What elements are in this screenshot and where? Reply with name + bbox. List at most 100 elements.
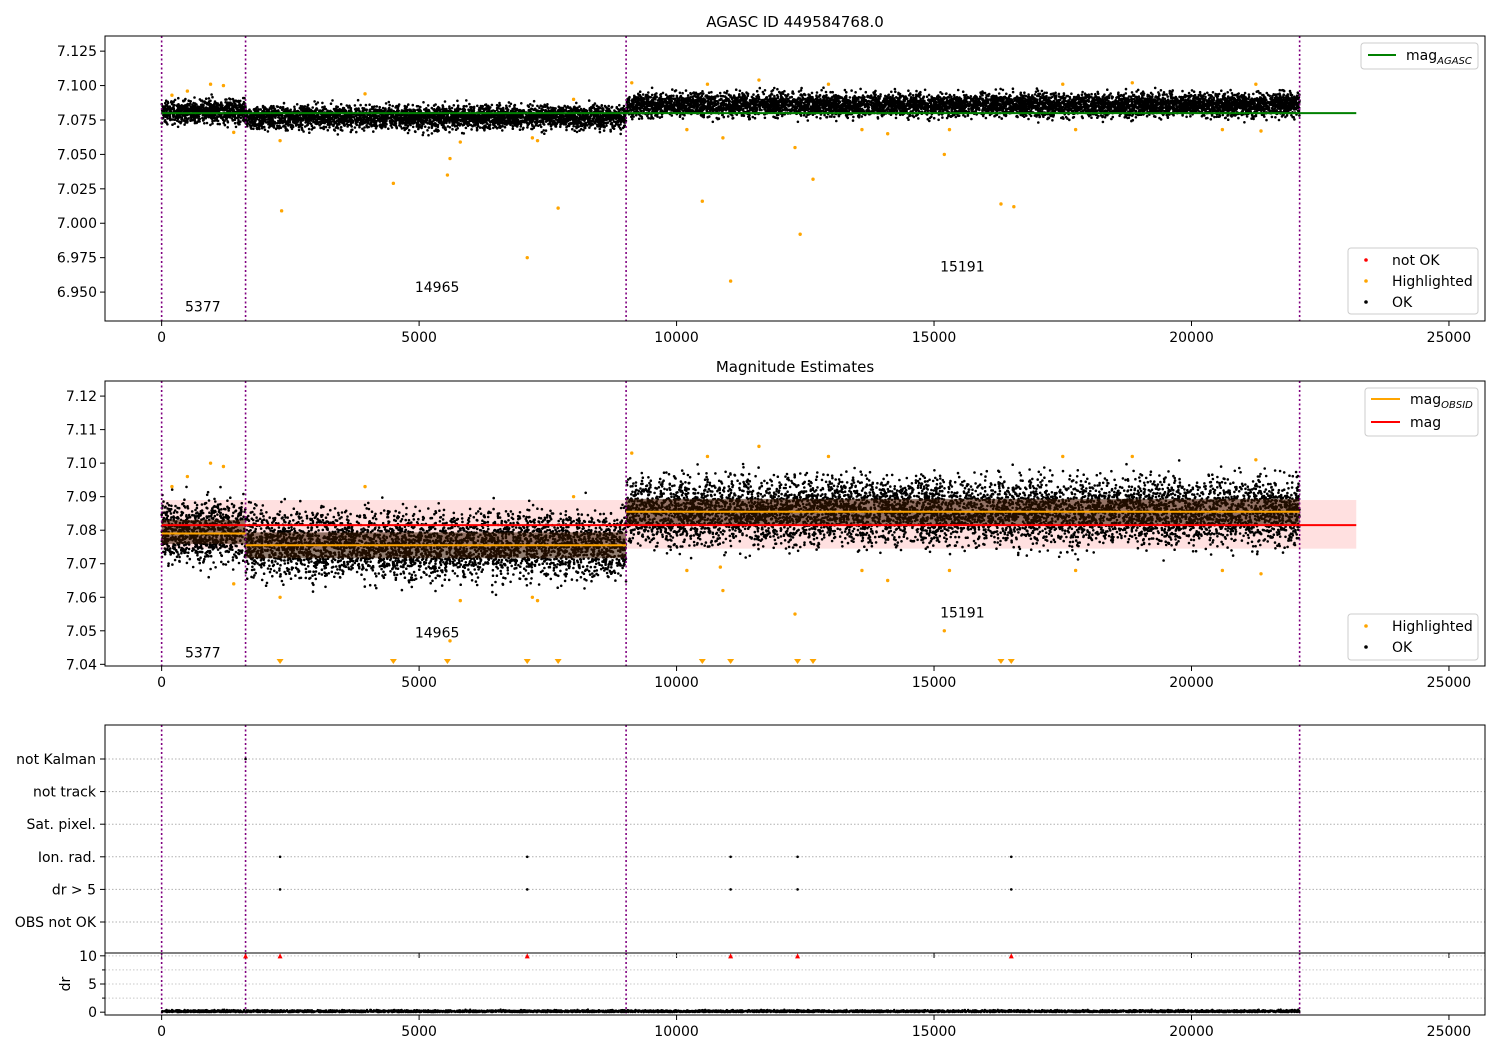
highlighted-point (942, 152, 947, 157)
highlighted-point (999, 202, 1003, 206)
highlighted-point (1012, 205, 1016, 209)
highlighted-point (1073, 127, 1078, 132)
capped-marker (524, 953, 530, 959)
y-tick-label: 10 (79, 949, 97, 965)
x-tick-label: 5000 (401, 675, 437, 691)
highlighted-point (630, 81, 634, 85)
flag-point (278, 888, 282, 891)
highlighted-point (556, 206, 560, 210)
x-tick-label: 5000 (401, 330, 437, 346)
y-tick-label: 7.125 (57, 44, 97, 60)
highlighted-point (535, 598, 540, 603)
x-tick-label: 10000 (654, 675, 699, 691)
highlighted-point (1259, 129, 1263, 133)
below-range-marker (727, 659, 735, 664)
capped-marker (277, 953, 283, 959)
capped-marker (243, 953, 249, 959)
legend-label: mag (1410, 415, 1441, 431)
highlighted-point (1130, 81, 1134, 85)
highlighted-point (170, 484, 174, 489)
x-tick-label: 15000 (912, 1024, 957, 1040)
y-tick-label: 7.025 (57, 182, 97, 198)
highlighted-point (278, 595, 282, 599)
flag-point (1009, 855, 1013, 859)
y-tick-label: 7.09 (66, 490, 97, 506)
highlighted-point (571, 97, 576, 102)
highlighted-point (1073, 568, 1078, 573)
legend-swatch (1364, 300, 1368, 304)
highlighted-point (1220, 127, 1225, 132)
chart-title: Magnitude Estimates (716, 358, 874, 376)
y-tick-label: 7.04 (66, 657, 97, 673)
highlighted-point (798, 232, 802, 236)
y-axis-label: dr (58, 976, 74, 991)
highlighted-point (525, 255, 529, 260)
y-tick-label: 6.950 (57, 285, 97, 301)
highlighted-point (885, 578, 890, 583)
highlighted-point (826, 454, 831, 459)
highlighted-point (757, 444, 761, 449)
x-tick-label: 0 (157, 675, 166, 691)
highlighted-point (826, 82, 831, 86)
capped-marker (728, 953, 734, 959)
highlighted-point (685, 568, 689, 573)
highlighted-point (232, 582, 236, 586)
obsid-label: 14965 (415, 626, 460, 642)
y-tick-label: 0 (88, 1005, 97, 1021)
y-tick-label: Sat. pixel. (27, 817, 96, 833)
y-tick-label: 7.06 (66, 590, 97, 606)
highlighted-point (1061, 82, 1065, 86)
highlighted-point (721, 588, 725, 593)
highlighted-point (1061, 454, 1065, 459)
dr-points (161, 1008, 1301, 1014)
obsid-label: 15191 (940, 605, 985, 621)
below-range-marker (443, 659, 451, 664)
y-tick-label: 5 (88, 977, 97, 993)
y-tick-label: 7.10 (66, 456, 97, 472)
highlighted-point (221, 83, 226, 88)
y-tick-label: 7.075 (57, 113, 97, 129)
legend-swatch (1364, 279, 1368, 283)
y-tick-label: 7.100 (57, 79, 97, 95)
y-tick-label: not Kalman (16, 752, 96, 768)
flag-point (244, 757, 247, 761)
panel-magnitude-estimates: Magnitude Estimates 5377 14965 15191 0 5000… (66, 358, 1486, 691)
highlighted-point (530, 595, 535, 599)
legend-swatch (1364, 258, 1368, 262)
y-tick-label: 7.050 (57, 147, 97, 163)
below-range-marker (698, 659, 706, 664)
highlighted-point (685, 127, 689, 132)
capped-marker (1008, 953, 1014, 959)
legend-label: Highlighted (1392, 274, 1473, 290)
data-layer: 5377 14965 15191 (160, 381, 1357, 666)
highlighted-point (860, 568, 864, 573)
highlighted-point (947, 568, 952, 573)
obsid-label: 14965 (415, 280, 460, 296)
highlighted-point (185, 89, 190, 93)
highlighted-point (793, 612, 797, 616)
x-tick-label: 25000 (1427, 1024, 1472, 1040)
below-range-marker (554, 659, 562, 664)
capped-marker (795, 953, 801, 959)
chart-title: AGASC ID 449584768.0 (706, 13, 884, 31)
highlighted-point (363, 92, 367, 96)
highlighted-point (1254, 458, 1258, 462)
y-tick-label: 7.12 (66, 389, 97, 405)
highlighted-point (700, 199, 705, 203)
axes: 0 5000 10000 15000 20000 25000 0 5 10 (79, 949, 1471, 1040)
error-band (161, 519, 246, 544)
below-range-marker (523, 659, 531, 664)
x-tick-label: 20000 (1169, 1024, 1214, 1040)
below-range-marker (389, 659, 397, 664)
highlighted-point (208, 82, 213, 86)
panel-dr: dr 0 5000 10000 15000 20000 25000 0 5 10 (58, 949, 1486, 1040)
highlighted-point (718, 565, 723, 569)
highlighted-point (232, 130, 236, 135)
below-range-marker (794, 659, 802, 664)
x-tick-label: 25000 (1427, 330, 1472, 346)
x-tick-label: 5000 (401, 1024, 437, 1040)
obsid-label: 15191 (940, 259, 985, 275)
highlighted-point (860, 127, 864, 132)
highlighted-point (1259, 572, 1263, 576)
legend-box (1347, 247, 1479, 315)
